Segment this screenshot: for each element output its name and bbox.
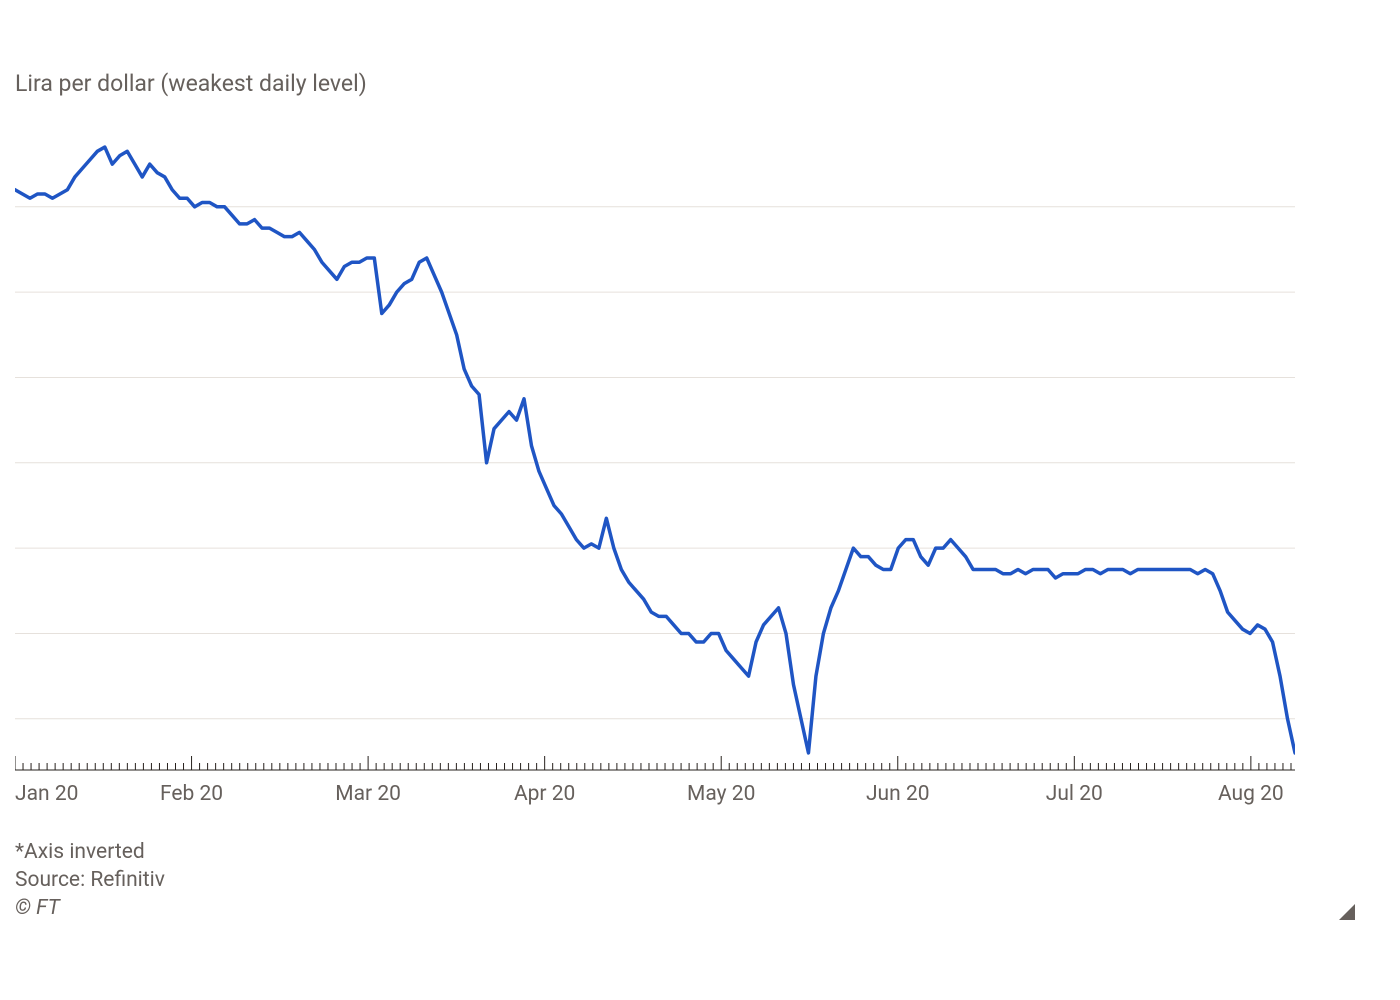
footnote-copyright: © FT <box>15 896 60 920</box>
chart-title: Lira per dollar (weakest daily level) <box>15 70 367 97</box>
footnote-source: Source: Refinitiv <box>15 868 165 892</box>
x-tick-label: Jan 20 <box>15 782 78 806</box>
x-tick-label: Feb 20 <box>160 782 223 806</box>
line-chart-svg: 66.26.46.66.877.2Jan 20Feb 20Mar 20Apr 2… <box>15 130 1295 810</box>
footnote-axis-inverted: *Axis inverted <box>15 840 145 864</box>
corner-mark-icon <box>1339 904 1355 920</box>
x-tick-label: Mar 20 <box>335 782 401 806</box>
x-tick-label: Jul 20 <box>1046 782 1103 806</box>
chart-container: Lira per dollar (weakest daily level) 66… <box>0 0 1400 1000</box>
x-tick-label: Apr 20 <box>514 782 575 806</box>
x-tick-label: Aug 20 <box>1218 782 1284 806</box>
x-tick-label: May 20 <box>687 782 755 806</box>
data-line <box>15 147 1295 753</box>
x-tick-label: Jun 20 <box>866 782 930 806</box>
corner-triangle <box>1339 904 1355 920</box>
